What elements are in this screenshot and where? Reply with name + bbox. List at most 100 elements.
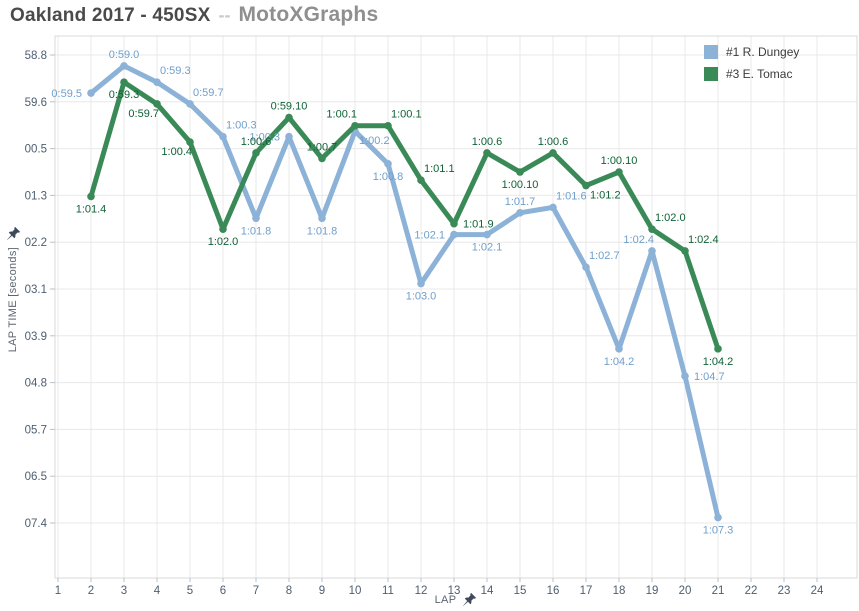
- data-point[interactable]: [87, 89, 95, 97]
- data-point-label: 0:59.5: [51, 88, 82, 100]
- data-point-label: 1:00.6: [241, 136, 272, 148]
- data-point-label: 1:01.6: [556, 190, 587, 202]
- data-point[interactable]: [714, 345, 722, 353]
- data-point[interactable]: [87, 192, 95, 201]
- y-tick-label: 06.5: [25, 471, 47, 483]
- data-point-label: 1:01.4: [76, 203, 107, 215]
- x-tick-label: 22: [745, 585, 758, 597]
- data-point[interactable]: [483, 149, 491, 157]
- series-line-1[interactable]: [88, 79, 721, 352]
- x-tick-label: 14: [481, 585, 494, 597]
- data-point[interactable]: [450, 219, 458, 228]
- data-point[interactable]: [120, 62, 128, 70]
- data-point[interactable]: [714, 513, 722, 522]
- data-point[interactable]: [153, 78, 161, 87]
- data-point[interactable]: [681, 372, 689, 380]
- data-point-label: 1:00.6: [538, 136, 569, 148]
- y-tick-label: 02.2: [25, 237, 47, 249]
- data-point-label: 1:00.10: [502, 179, 539, 191]
- data-point[interactable]: [582, 181, 590, 190]
- data-point-label: 1:02.1: [414, 230, 445, 242]
- data-point[interactable]: [483, 230, 491, 239]
- legend-swatch-blue-icon: [704, 45, 718, 59]
- data-point[interactable]: [417, 176, 425, 184]
- legend-swatch-green-icon: [704, 67, 718, 81]
- x-tick-label: 5: [187, 585, 193, 597]
- x-tick-label: 15: [514, 585, 527, 597]
- data-point[interactable]: [318, 214, 326, 223]
- data-point-label: 1:01.8: [307, 225, 338, 237]
- data-point[interactable]: [219, 225, 227, 233]
- data-point[interactable]: [252, 149, 260, 157]
- series-line-0[interactable]: [88, 63, 721, 521]
- x-tick-label: 19: [646, 585, 659, 597]
- data-point[interactable]: [516, 168, 524, 176]
- data-point[interactable]: [318, 154, 326, 163]
- data-point[interactable]: [516, 209, 524, 217]
- x-tick-label: 18: [613, 585, 626, 597]
- x-tick-label: 2: [88, 585, 94, 597]
- data-point[interactable]: [351, 121, 359, 130]
- data-point[interactable]: [252, 214, 260, 223]
- x-tick-label: 17: [580, 585, 593, 597]
- data-point[interactable]: [285, 113, 293, 122]
- x-axis-pin-icon[interactable]: [462, 592, 477, 607]
- y-tick-label: 59.6: [25, 97, 47, 109]
- data-point-label: 1:00.7: [307, 141, 338, 153]
- x-tick-label: 8: [286, 585, 292, 597]
- data-point-label: 1:02.7: [589, 250, 620, 262]
- data-point[interactable]: [219, 132, 227, 141]
- data-point[interactable]: [153, 100, 161, 108]
- data-point[interactable]: [615, 168, 623, 176]
- data-point[interactable]: [681, 247, 689, 255]
- data-point[interactable]: [384, 121, 392, 130]
- chart-title: Oakland 2017 - 450SX -- MotoXGraphs: [10, 3, 378, 27]
- legend-item-tomac[interactable]: #3 E. Tomac: [704, 63, 799, 85]
- data-point-label: 1:00.10: [601, 155, 638, 167]
- data-point-label: 1:04.2: [604, 356, 635, 368]
- data-point[interactable]: [285, 132, 293, 141]
- x-tick-label: 11: [382, 585, 394, 597]
- data-point-label: 1:00.8: [373, 171, 404, 183]
- data-point-label: 1:02.1: [472, 242, 503, 254]
- legend-item-dungey[interactable]: #1 R. Dungey: [704, 41, 799, 63]
- x-tick-label: 10: [349, 585, 362, 597]
- data-point-label: 0:59.0: [109, 49, 140, 61]
- legend-label: #3 E. Tomac: [726, 67, 793, 81]
- data-point[interactable]: [186, 100, 194, 108]
- data-point[interactable]: [549, 203, 557, 212]
- data-point-label: 1:00.3: [226, 120, 257, 132]
- y-axis-pin-icon[interactable]: [6, 226, 21, 241]
- plot-border: [54, 35, 858, 579]
- data-point[interactable]: [450, 230, 458, 239]
- y-tick-label: 04.8: [25, 378, 47, 390]
- x-axis-title: LAP: [55, 592, 857, 607]
- data-point[interactable]: [615, 345, 623, 353]
- x-tick-label: 16: [547, 585, 560, 597]
- data-point[interactable]: [120, 78, 128, 87]
- y-tick-label: 00.5: [25, 144, 47, 156]
- data-point-label: 1:03.0: [406, 291, 437, 303]
- data-point-label: 1:00.4: [161, 146, 192, 158]
- y-tick-label: 05.7: [25, 424, 47, 436]
- data-point[interactable]: [186, 138, 194, 146]
- data-point-label: 1:01.8: [241, 225, 272, 237]
- data-point-label: 1:07.3: [703, 525, 734, 537]
- data-point-label: 1:00.1: [391, 109, 422, 121]
- data-point[interactable]: [384, 160, 392, 168]
- y-tick-label: 58.8: [25, 50, 47, 62]
- y-tick-label: 03.9: [25, 331, 47, 343]
- data-point-label: 1:04.2: [703, 356, 734, 368]
- x-tick-label: 20: [679, 585, 692, 597]
- data-point-label: 0:59.3: [109, 89, 140, 101]
- data-point[interactable]: [582, 263, 590, 272]
- data-point[interactable]: [549, 149, 557, 157]
- y-axis-title: LAP TIME [seconds]: [2, 226, 24, 352]
- y-axis-title-label: LAP TIME [seconds]: [7, 247, 19, 353]
- y-tick-label: 07.4: [25, 518, 48, 530]
- data-point[interactable]: [648, 225, 656, 233]
- data-point[interactable]: [417, 279, 425, 288]
- data-point[interactable]: [648, 247, 656, 255]
